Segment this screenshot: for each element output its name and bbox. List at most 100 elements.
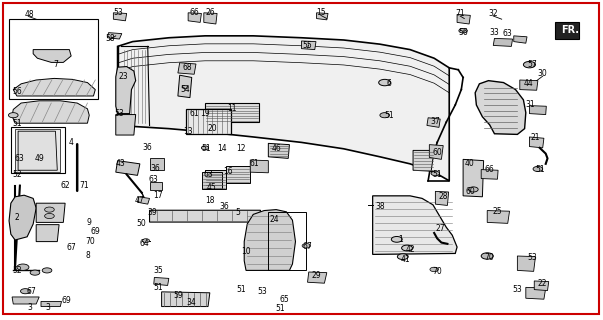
Text: 45: 45 bbox=[206, 183, 216, 192]
Polygon shape bbox=[317, 13, 328, 20]
Text: 51: 51 bbox=[535, 165, 545, 174]
Polygon shape bbox=[520, 80, 538, 90]
Circle shape bbox=[8, 113, 18, 118]
Text: 26: 26 bbox=[205, 8, 215, 17]
Text: 4: 4 bbox=[69, 138, 74, 147]
Text: 9: 9 bbox=[87, 218, 92, 227]
Bar bbox=[205, 103, 259, 122]
Text: 40: 40 bbox=[464, 159, 474, 168]
Circle shape bbox=[459, 28, 467, 33]
Circle shape bbox=[397, 254, 408, 260]
Circle shape bbox=[45, 213, 54, 219]
Text: 51: 51 bbox=[153, 284, 163, 292]
Polygon shape bbox=[113, 13, 127, 21]
Polygon shape bbox=[463, 159, 484, 197]
Text: 60: 60 bbox=[432, 148, 442, 156]
Text: 70: 70 bbox=[86, 237, 95, 246]
Circle shape bbox=[523, 61, 535, 68]
Text: 33: 33 bbox=[490, 28, 499, 36]
Text: 28: 28 bbox=[438, 192, 448, 201]
Text: 48: 48 bbox=[24, 10, 34, 19]
Text: 36: 36 bbox=[219, 202, 229, 211]
Polygon shape bbox=[13, 78, 95, 96]
Text: 53: 53 bbox=[513, 285, 522, 294]
Text: 56: 56 bbox=[12, 87, 22, 96]
Circle shape bbox=[45, 207, 54, 212]
Text: 60: 60 bbox=[466, 188, 475, 196]
Polygon shape bbox=[244, 210, 295, 270]
Circle shape bbox=[182, 85, 188, 89]
Text: 39: 39 bbox=[147, 208, 157, 217]
Text: 61: 61 bbox=[250, 159, 259, 168]
Polygon shape bbox=[33, 50, 71, 62]
Text: 67: 67 bbox=[303, 242, 312, 251]
Polygon shape bbox=[178, 75, 192, 98]
Text: 27: 27 bbox=[435, 224, 445, 233]
Polygon shape bbox=[9, 195, 36, 240]
Text: 69: 69 bbox=[62, 296, 71, 305]
Polygon shape bbox=[435, 191, 449, 205]
Text: 51: 51 bbox=[236, 285, 246, 294]
Text: 25: 25 bbox=[493, 207, 502, 216]
Polygon shape bbox=[188, 13, 201, 22]
Text: 53: 53 bbox=[115, 109, 124, 118]
Text: 51: 51 bbox=[384, 111, 394, 120]
Text: 16: 16 bbox=[223, 167, 233, 176]
Text: 3: 3 bbox=[28, 303, 33, 312]
Text: 11: 11 bbox=[227, 104, 237, 113]
Text: 49: 49 bbox=[34, 154, 44, 163]
Polygon shape bbox=[517, 256, 535, 271]
Text: 19: 19 bbox=[200, 109, 210, 118]
Polygon shape bbox=[493, 38, 513, 46]
Polygon shape bbox=[204, 13, 217, 24]
Circle shape bbox=[391, 236, 402, 242]
Text: 63: 63 bbox=[503, 29, 513, 38]
Circle shape bbox=[379, 79, 391, 86]
Polygon shape bbox=[12, 297, 39, 304]
Circle shape bbox=[533, 166, 543, 172]
Text: 66: 66 bbox=[189, 8, 199, 17]
Bar bbox=[268, 212, 306, 270]
Text: 55: 55 bbox=[303, 41, 312, 50]
Polygon shape bbox=[150, 210, 260, 222]
Polygon shape bbox=[162, 292, 210, 307]
Text: 57: 57 bbox=[527, 60, 537, 68]
Text: 58: 58 bbox=[105, 34, 115, 43]
Polygon shape bbox=[514, 36, 527, 43]
Text: 54: 54 bbox=[181, 85, 191, 94]
Polygon shape bbox=[107, 33, 122, 39]
Polygon shape bbox=[250, 160, 268, 173]
Text: 32: 32 bbox=[488, 9, 498, 18]
Polygon shape bbox=[427, 118, 440, 127]
Text: 67: 67 bbox=[27, 287, 36, 296]
Circle shape bbox=[481, 253, 493, 259]
Text: 24: 24 bbox=[270, 215, 279, 224]
Circle shape bbox=[431, 171, 440, 176]
Polygon shape bbox=[373, 196, 457, 254]
Text: 23: 23 bbox=[119, 72, 128, 81]
Polygon shape bbox=[18, 131, 57, 170]
Text: 35: 35 bbox=[153, 266, 163, 275]
Text: 61: 61 bbox=[189, 109, 199, 118]
Text: 30: 30 bbox=[538, 69, 548, 78]
Text: 62: 62 bbox=[60, 181, 70, 190]
Polygon shape bbox=[116, 161, 140, 175]
Text: 34: 34 bbox=[187, 298, 197, 307]
Polygon shape bbox=[555, 22, 579, 39]
Polygon shape bbox=[118, 36, 449, 181]
Text: 21: 21 bbox=[531, 133, 540, 142]
Polygon shape bbox=[116, 115, 136, 135]
Polygon shape bbox=[154, 277, 169, 285]
Text: 59: 59 bbox=[173, 292, 183, 300]
Circle shape bbox=[201, 146, 209, 150]
Circle shape bbox=[42, 268, 52, 273]
Circle shape bbox=[302, 244, 311, 248]
Text: 64: 64 bbox=[140, 239, 150, 248]
Circle shape bbox=[402, 245, 412, 251]
Text: 31: 31 bbox=[526, 100, 535, 109]
Polygon shape bbox=[413, 150, 434, 171]
Text: FR.: FR. bbox=[561, 25, 579, 36]
Text: 56: 56 bbox=[458, 28, 468, 36]
Text: 20: 20 bbox=[207, 124, 217, 132]
Polygon shape bbox=[302, 41, 316, 50]
